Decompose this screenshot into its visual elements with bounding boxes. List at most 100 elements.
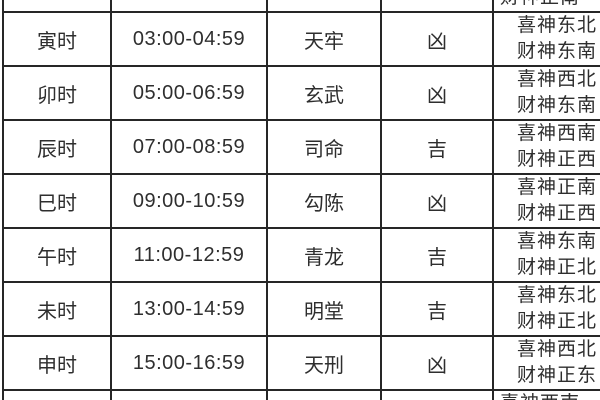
luck-cell: 凶 xyxy=(380,65,494,121)
hour-name-cell: 辰时 xyxy=(2,119,112,175)
star-name: 青龙 xyxy=(304,246,344,269)
partial-bottom-directions-cell: 喜神西南 xyxy=(492,389,600,400)
hour-name: 巳时 xyxy=(37,192,77,215)
time-range-cell: 07:00-08:59 xyxy=(110,119,268,175)
direction-caishen: 财神正北 xyxy=(516,311,597,332)
time-range-cell: 11:00-12:59 xyxy=(110,227,268,283)
partial-bottom-hour-cell xyxy=(2,389,112,400)
time-range-cell: 03:00-04:59 xyxy=(110,11,268,67)
hour-table-row: 申时 15:00-16:59 天刑 凶 喜神西北 财神正东 xyxy=(2,335,600,391)
directions-cell: 喜神东北 财神东南 xyxy=(492,11,600,67)
time-range: 05:00-06:59 xyxy=(132,81,246,104)
star-name: 天牢 xyxy=(304,30,344,53)
directions-cell: 喜神正南 财神正西 xyxy=(492,173,600,229)
hour-name: 申时 xyxy=(37,354,77,377)
direction-xishen: 喜神西北 xyxy=(516,339,597,360)
partial-top-time-cell xyxy=(110,0,268,13)
hour-name-cell: 申时 xyxy=(2,335,112,391)
directions-cell: 喜神东南 财神正北 xyxy=(492,227,600,283)
partial-top-directions-cell: 财神正南 xyxy=(492,0,600,13)
hour-name: 午时 xyxy=(37,246,77,269)
hour-name-cell: 未时 xyxy=(2,281,112,337)
hour-table-row: 辰时 07:00-08:59 司命 吉 喜神西南 财神正西 xyxy=(2,119,600,175)
luck-value: 吉 xyxy=(427,138,447,161)
direction-caishen: 财神东南 xyxy=(516,41,597,62)
partial-bottom-luck-cell xyxy=(380,389,494,400)
luck-value: 凶 xyxy=(427,84,447,107)
partial-bottom-star-cell xyxy=(266,389,382,400)
hour-name-cell: 午时 xyxy=(2,227,112,283)
luck-cell: 吉 xyxy=(380,227,494,283)
star-cell: 青龙 xyxy=(266,227,382,283)
time-range: 03:00-04:59 xyxy=(132,27,246,50)
direction-caishen: 财神正东 xyxy=(516,365,597,386)
directions-cell: 喜神西南 财神正西 xyxy=(492,119,600,175)
luck-value: 吉 xyxy=(427,246,447,269)
directions-cell: 喜神西北 财神东南 xyxy=(492,65,600,121)
partial-top-direction-text: 财神正南 xyxy=(500,0,580,10)
time-range-cell: 05:00-06:59 xyxy=(110,65,268,121)
luck-value: 吉 xyxy=(427,300,447,323)
hour-table-row: 寅时 03:00-04:59 天牢 凶 喜神东北 财神东南 xyxy=(2,11,600,67)
luck-value: 凶 xyxy=(427,192,447,215)
hour-name: 未时 xyxy=(37,300,77,323)
direction-caishen: 财神正西 xyxy=(516,203,597,224)
star-name: 勾陈 xyxy=(304,192,344,215)
luck-value: 凶 xyxy=(427,30,447,53)
direction-xishen: 喜神东北 xyxy=(516,285,597,306)
time-range-cell: 09:00-10:59 xyxy=(110,173,268,229)
luck-value: 凶 xyxy=(427,354,447,377)
hour-name-cell: 卯时 xyxy=(2,65,112,121)
hour-table-row: 午时 11:00-12:59 青龙 吉 喜神东南 财神正北 xyxy=(2,227,600,283)
hour-table-row: 未时 13:00-14:59 明堂 吉 喜神东北 财神正北 xyxy=(2,281,600,337)
time-range-cell: 15:00-16:59 xyxy=(110,335,268,391)
luck-cell: 凶 xyxy=(380,11,494,67)
hour-name: 寅时 xyxy=(37,30,77,53)
hour-name: 卯时 xyxy=(37,84,77,107)
star-cell: 司命 xyxy=(266,119,382,175)
star-cell: 明堂 xyxy=(266,281,382,337)
partial-row-top: 财神正南 xyxy=(2,0,600,13)
direction-caishen: 财神正北 xyxy=(516,257,597,278)
directions-cell: 喜神东北 财神正北 xyxy=(492,281,600,337)
time-range: 09:00-10:59 xyxy=(132,189,246,212)
time-range: 11:00-12:59 xyxy=(133,243,245,266)
luck-cell: 凶 xyxy=(380,335,494,391)
star-name: 司命 xyxy=(304,138,344,161)
partial-top-luck-cell xyxy=(380,0,494,13)
partial-row-bottom: 喜神西南 xyxy=(2,389,600,400)
star-cell: 勾陈 xyxy=(266,173,382,229)
luck-cell: 吉 xyxy=(380,119,494,175)
hour-name-cell: 巳时 xyxy=(2,173,112,229)
luck-cell: 吉 xyxy=(380,281,494,337)
luck-cell: 凶 xyxy=(380,173,494,229)
star-cell: 天刑 xyxy=(266,335,382,391)
star-name: 玄武 xyxy=(304,84,344,107)
direction-xishen: 喜神东南 xyxy=(516,231,597,252)
partial-top-hour-cell xyxy=(2,0,112,13)
partial-bottom-time-cell xyxy=(110,389,268,400)
time-range-cell: 13:00-14:59 xyxy=(110,281,268,337)
hour-name-cell: 寅时 xyxy=(2,11,112,67)
hour-table-row: 卯时 05:00-06:59 玄武 凶 喜神西北 财神东南 xyxy=(2,65,600,121)
star-cell: 玄武 xyxy=(266,65,382,121)
direction-xishen: 喜神西北 xyxy=(516,69,597,90)
star-name: 明堂 xyxy=(304,300,344,323)
direction-xishen: 喜神正南 xyxy=(516,177,597,198)
direction-xishen: 喜神西南 xyxy=(516,123,597,144)
hour-table-row: 巳时 09:00-10:59 勾陈 凶 喜神正南 财神正西 xyxy=(2,173,600,229)
direction-caishen: 财神东南 xyxy=(516,95,597,116)
direction-xishen: 喜神东北 xyxy=(516,15,597,36)
time-range: 07:00-08:59 xyxy=(132,135,246,158)
hour-name: 辰时 xyxy=(37,138,77,161)
star-cell: 天牢 xyxy=(266,11,382,67)
directions-cell: 喜神西北 财神正东 xyxy=(492,335,600,391)
time-range: 15:00-16:59 xyxy=(132,351,246,374)
partial-bottom-direction-text: 喜神西南 xyxy=(500,392,580,400)
partial-top-star-cell xyxy=(266,0,382,13)
star-name: 天刑 xyxy=(304,354,344,377)
time-range: 13:00-14:59 xyxy=(132,297,246,320)
